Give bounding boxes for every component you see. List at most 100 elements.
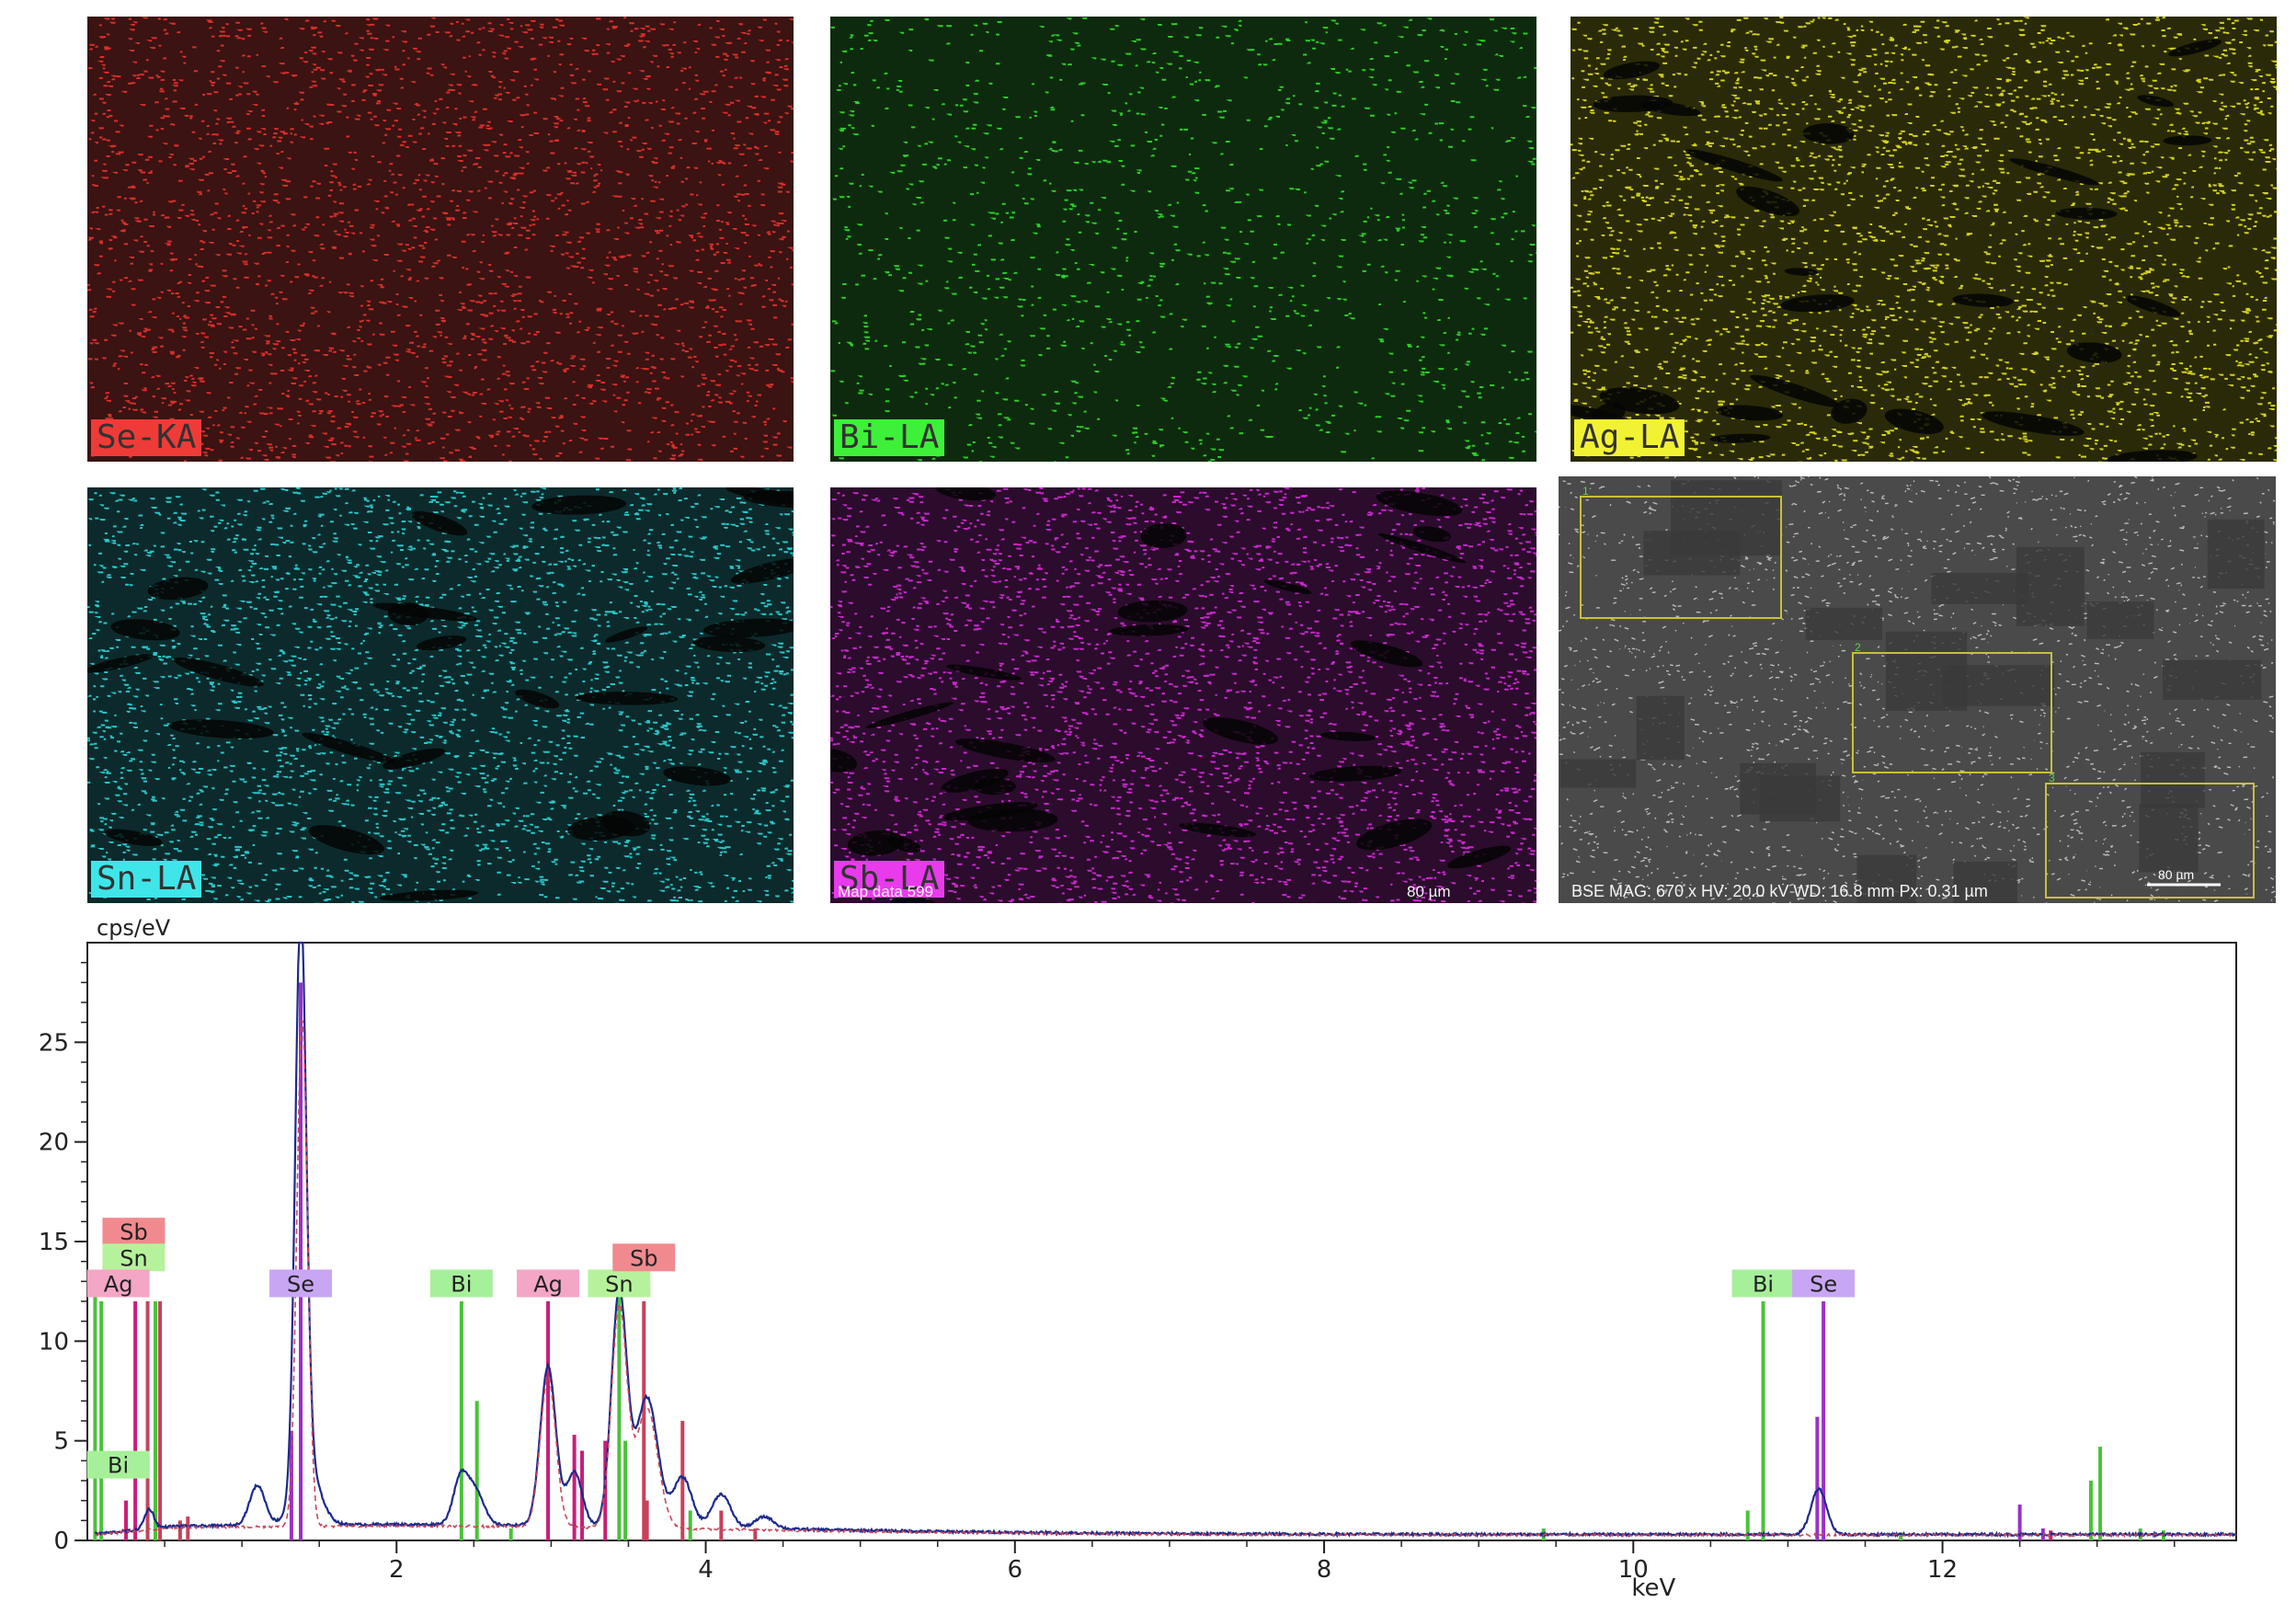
peak-label-text: Bi: [108, 1453, 129, 1479]
x-tick-label: 10: [1618, 1556, 1649, 1584]
peak-label: Bi: [1731, 1269, 1795, 1298]
map-shadow: [1780, 294, 1855, 313]
map-shadow: [1685, 149, 1783, 182]
peak-label-box: [429, 1269, 493, 1298]
map-se-texture: [87, 17, 794, 462]
map-shadow: [1377, 533, 1467, 564]
sem-grain: [1759, 775, 1841, 822]
analysis-box-2-number: 2: [1855, 641, 1861, 654]
map-shadow: [417, 635, 467, 651]
y-axis-label: cps/eV: [97, 915, 171, 941]
map-shadow: [887, 836, 921, 853]
sem-grain: [2162, 659, 2262, 700]
peak-label-text: Bi: [451, 1272, 472, 1298]
map-shadow: [1884, 408, 1944, 434]
peak-label-box: [517, 1269, 580, 1298]
map-scale-caption: 80 µm: [1407, 883, 1451, 900]
peak-label-text: Bi: [1753, 1272, 1774, 1298]
map-shadow: [1736, 186, 1799, 217]
map-shadow: [703, 618, 794, 638]
sem-overlay: 1 2 3 80 µm: [1580, 485, 2255, 899]
map-shadow: [1308, 765, 1402, 782]
peak-label: Sb: [102, 1218, 166, 1246]
map-shadow: [2168, 39, 2222, 57]
map-shadow: [1750, 374, 1840, 407]
peak-label-text: Ag: [104, 1272, 133, 1298]
spectrum-series: [94, 941, 2237, 1539]
map-sn: Sn-LA: [87, 487, 794, 903]
map-shadow: [576, 692, 679, 705]
map-shadow: [387, 602, 428, 626]
map-shadow: [308, 825, 384, 855]
analysis-box-2: [1852, 652, 2052, 773]
map-shadow: [890, 896, 936, 903]
map-shadow: [2163, 135, 2212, 146]
peak-label-box: [86, 1450, 150, 1479]
map-shadow: [379, 889, 479, 901]
map-sn-label: Sn-LA: [91, 861, 202, 898]
x-tick-label: 2: [389, 1556, 405, 1584]
map-sn-texture: [87, 487, 794, 903]
map-shadow: [935, 487, 996, 501]
peak-label: Sb: [612, 1243, 676, 1272]
y-tick-label: 25: [39, 1029, 69, 1057]
map-shadow: [87, 654, 154, 673]
map-shadow: [173, 657, 264, 687]
analysis-box-1-number: 1: [1582, 485, 1589, 498]
sem-grain: [2086, 601, 2154, 639]
map-shadow: [604, 626, 648, 643]
map-shadow: [1593, 95, 1673, 112]
map-shadow: [411, 510, 468, 536]
map-shadow: [2107, 450, 2198, 462]
map-shadow: [1952, 293, 2014, 307]
map-shadow: [1447, 845, 1512, 869]
map-shadow: [515, 689, 560, 709]
peak-label: Bi: [86, 1450, 150, 1479]
sem-grain: [1953, 861, 2017, 903]
map-shadow: [974, 778, 1016, 796]
peak-label-text: Se: [1810, 1272, 1837, 1298]
sem-scale-label: 80 µm: [2158, 867, 2194, 882]
sem-grain: [1636, 695, 1685, 761]
y-tick-label: 0: [53, 1528, 69, 1555]
map-shadow: [692, 635, 766, 653]
x-tick-label: 6: [1008, 1556, 1023, 1584]
map-shadow: [1179, 822, 1257, 838]
peak-label: Sn: [588, 1269, 651, 1298]
map-se: Se-KA: [87, 17, 794, 462]
map-shadow: [1981, 411, 2085, 436]
map-shadow: [725, 487, 794, 509]
peak-label: Ag: [517, 1269, 580, 1298]
map-shadow: [302, 732, 395, 763]
map-shadow: [941, 768, 1009, 793]
x-tick-label: 4: [698, 1556, 714, 1584]
peak-label-text: Se: [287, 1272, 314, 1298]
sem-grain: [1643, 531, 1741, 576]
map-sb-label: Sb-LA: [834, 861, 945, 898]
map-shadow: [104, 829, 163, 847]
peak-label-text: Ag: [533, 1272, 563, 1298]
sem-grain: [2139, 804, 2199, 873]
map-shadow: [663, 766, 731, 786]
x-tick-label: 8: [1317, 1556, 1332, 1584]
map-bi-texture: [830, 17, 1536, 462]
map-shadow: [1599, 387, 1680, 415]
map-shadow: [942, 802, 1038, 821]
analysis-box-3: [2045, 783, 2255, 899]
map-shadow: [1319, 731, 1376, 741]
map-bi: Bi-LA: [830, 17, 1536, 462]
map-shadow: [1603, 61, 1661, 80]
map-shadow: [1350, 640, 1423, 668]
peak-label-box: [1792, 1269, 1856, 1298]
peak-label: Bi: [429, 1269, 493, 1298]
map-shadow: [946, 664, 1022, 681]
map-shadow: [847, 830, 905, 856]
map-shadow: [1263, 579, 1312, 594]
sem-grain: [1942, 665, 2055, 706]
peak-label-box: [102, 1243, 166, 1272]
map-shadow: [1108, 624, 1189, 636]
map-shadow: [147, 577, 209, 601]
sem-image: 1 2 3 80 µm BSE MAG: 670 x HV: 20.0 kV W…: [1559, 476, 2276, 903]
map-shadow: [1376, 490, 1463, 517]
